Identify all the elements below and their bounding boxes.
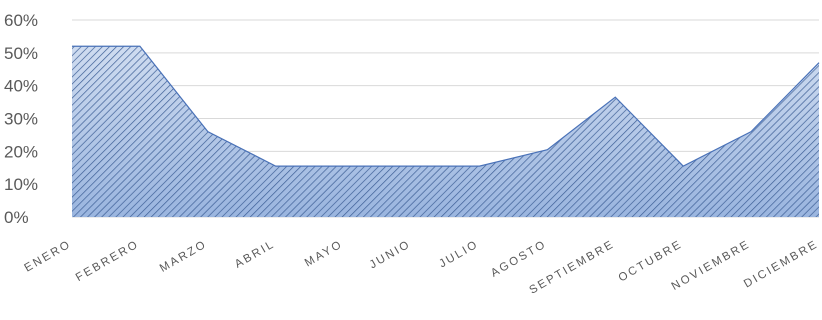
x-tick-label: FEBRERO xyxy=(74,238,141,284)
y-axis: 0% 10% 20% 30% 40% 50% 60% xyxy=(4,11,38,227)
x-tick-label: MAYO xyxy=(303,238,345,269)
x-tick-label: AGOSTO xyxy=(489,238,549,279)
y-tick-label: 0% xyxy=(4,208,29,227)
area-line xyxy=(72,45,820,167)
x-tick-label: ENERO xyxy=(23,238,74,274)
y-tick-label: 20% xyxy=(4,142,38,161)
y-tick-label: 40% xyxy=(4,77,38,96)
y-tick-label: 30% xyxy=(4,110,38,129)
area-hatch xyxy=(72,46,819,218)
x-tick-label: ABRIL xyxy=(233,238,277,271)
x-tick-label: OCTUBRE xyxy=(617,238,685,284)
y-tick-label: 60% xyxy=(4,11,38,30)
area-series xyxy=(71,45,820,218)
x-tick-label: DICIEMBRE xyxy=(742,238,820,290)
x-tick-label: MARZO xyxy=(158,238,209,275)
x-axis: ENERO FEBRERO MARZO ABRIL MAYO JUNIO JULIO AGOS… xyxy=(23,238,821,296)
y-tick-label: 50% xyxy=(4,44,38,63)
x-tick-label: JULIO xyxy=(437,238,481,270)
x-tick-label: JUNIO xyxy=(368,238,413,271)
y-tick-label: 10% xyxy=(4,175,38,194)
